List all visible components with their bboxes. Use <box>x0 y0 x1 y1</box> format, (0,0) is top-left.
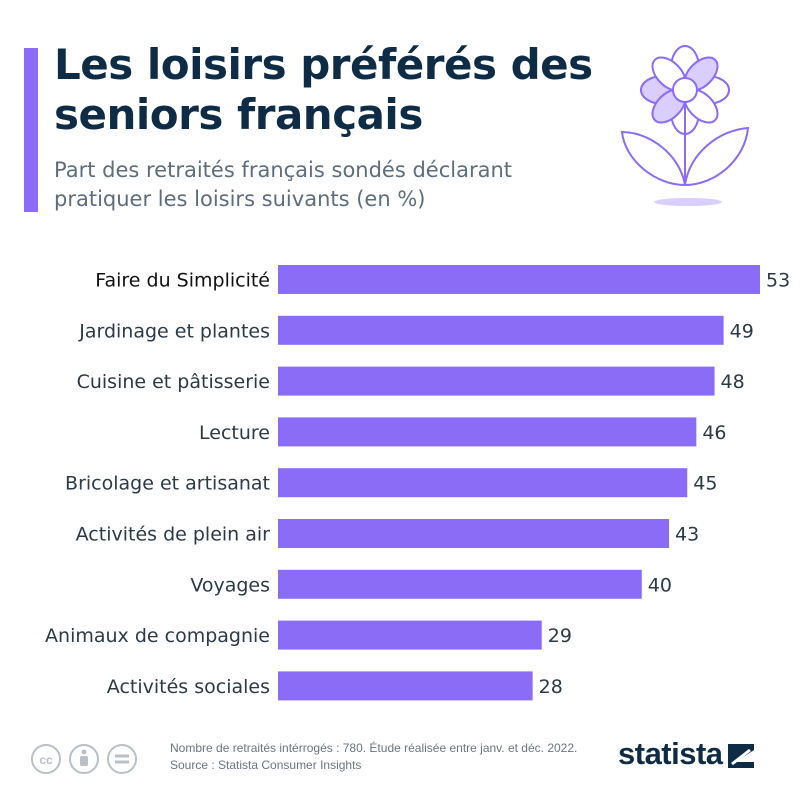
category-label: Jardinage et plantes <box>78 320 270 342</box>
bar <box>278 315 724 345</box>
category-label: Activités sociales <box>107 676 270 698</box>
bar <box>278 620 542 650</box>
category-label: Voyages <box>190 574 270 596</box>
flower-illustration-icon <box>620 45 750 206</box>
statista-logo-icon <box>728 744 754 768</box>
title-accent-bar <box>24 48 38 212</box>
bar <box>278 468 688 498</box>
license-icons: cc <box>31 744 137 774</box>
category-label: Bricolage et artisanat <box>65 473 270 495</box>
bar-chart: Faire du Simplicité 53 Jardinage et plante… <box>45 265 790 701</box>
value-label: 40 <box>648 574 672 596</box>
value-label: 29 <box>548 625 572 647</box>
value-label: 48 <box>721 371 745 393</box>
category-label: Faire du Simplicité <box>95 270 270 292</box>
value-label: 46 <box>702 422 726 444</box>
bar <box>278 569 642 599</box>
category-label: Cuisine et pâtisserie <box>77 371 270 393</box>
footer-notes: Nombre de retraités intérrogés : 780. Ét… <box>170 740 610 774</box>
bar <box>278 671 533 701</box>
value-label: 45 <box>693 473 717 495</box>
page-title: Les loisirs préférés des seniors françai… <box>54 40 593 139</box>
page-subtitle: Part des retraités français sondés décla… <box>54 158 513 211</box>
bar <box>278 417 697 447</box>
bar <box>278 366 715 396</box>
no-derivatives-icon <box>107 744 137 774</box>
survey-note: Nombre de retraités intérrogés : 780. Ét… <box>170 741 578 755</box>
attribution-icon <box>69 744 99 774</box>
source-note: Source : Statista Consumer Insights <box>170 758 362 772</box>
brand-name: statista <box>618 736 723 771</box>
category-label: Lecture <box>199 422 270 444</box>
value-label: 53 <box>766 270 790 292</box>
value-label: 43 <box>675 524 699 546</box>
category-label: Animaux de compagnie <box>45 625 270 647</box>
bar <box>278 265 760 294</box>
svg-text:cc: cc <box>39 753 53 767</box>
bar <box>278 519 670 548</box>
value-label: 49 <box>730 320 754 342</box>
category-label: Activités de plein air <box>76 524 271 546</box>
value-label: 28 <box>539 676 563 698</box>
creative-commons-icon: cc <box>31 744 61 774</box>
